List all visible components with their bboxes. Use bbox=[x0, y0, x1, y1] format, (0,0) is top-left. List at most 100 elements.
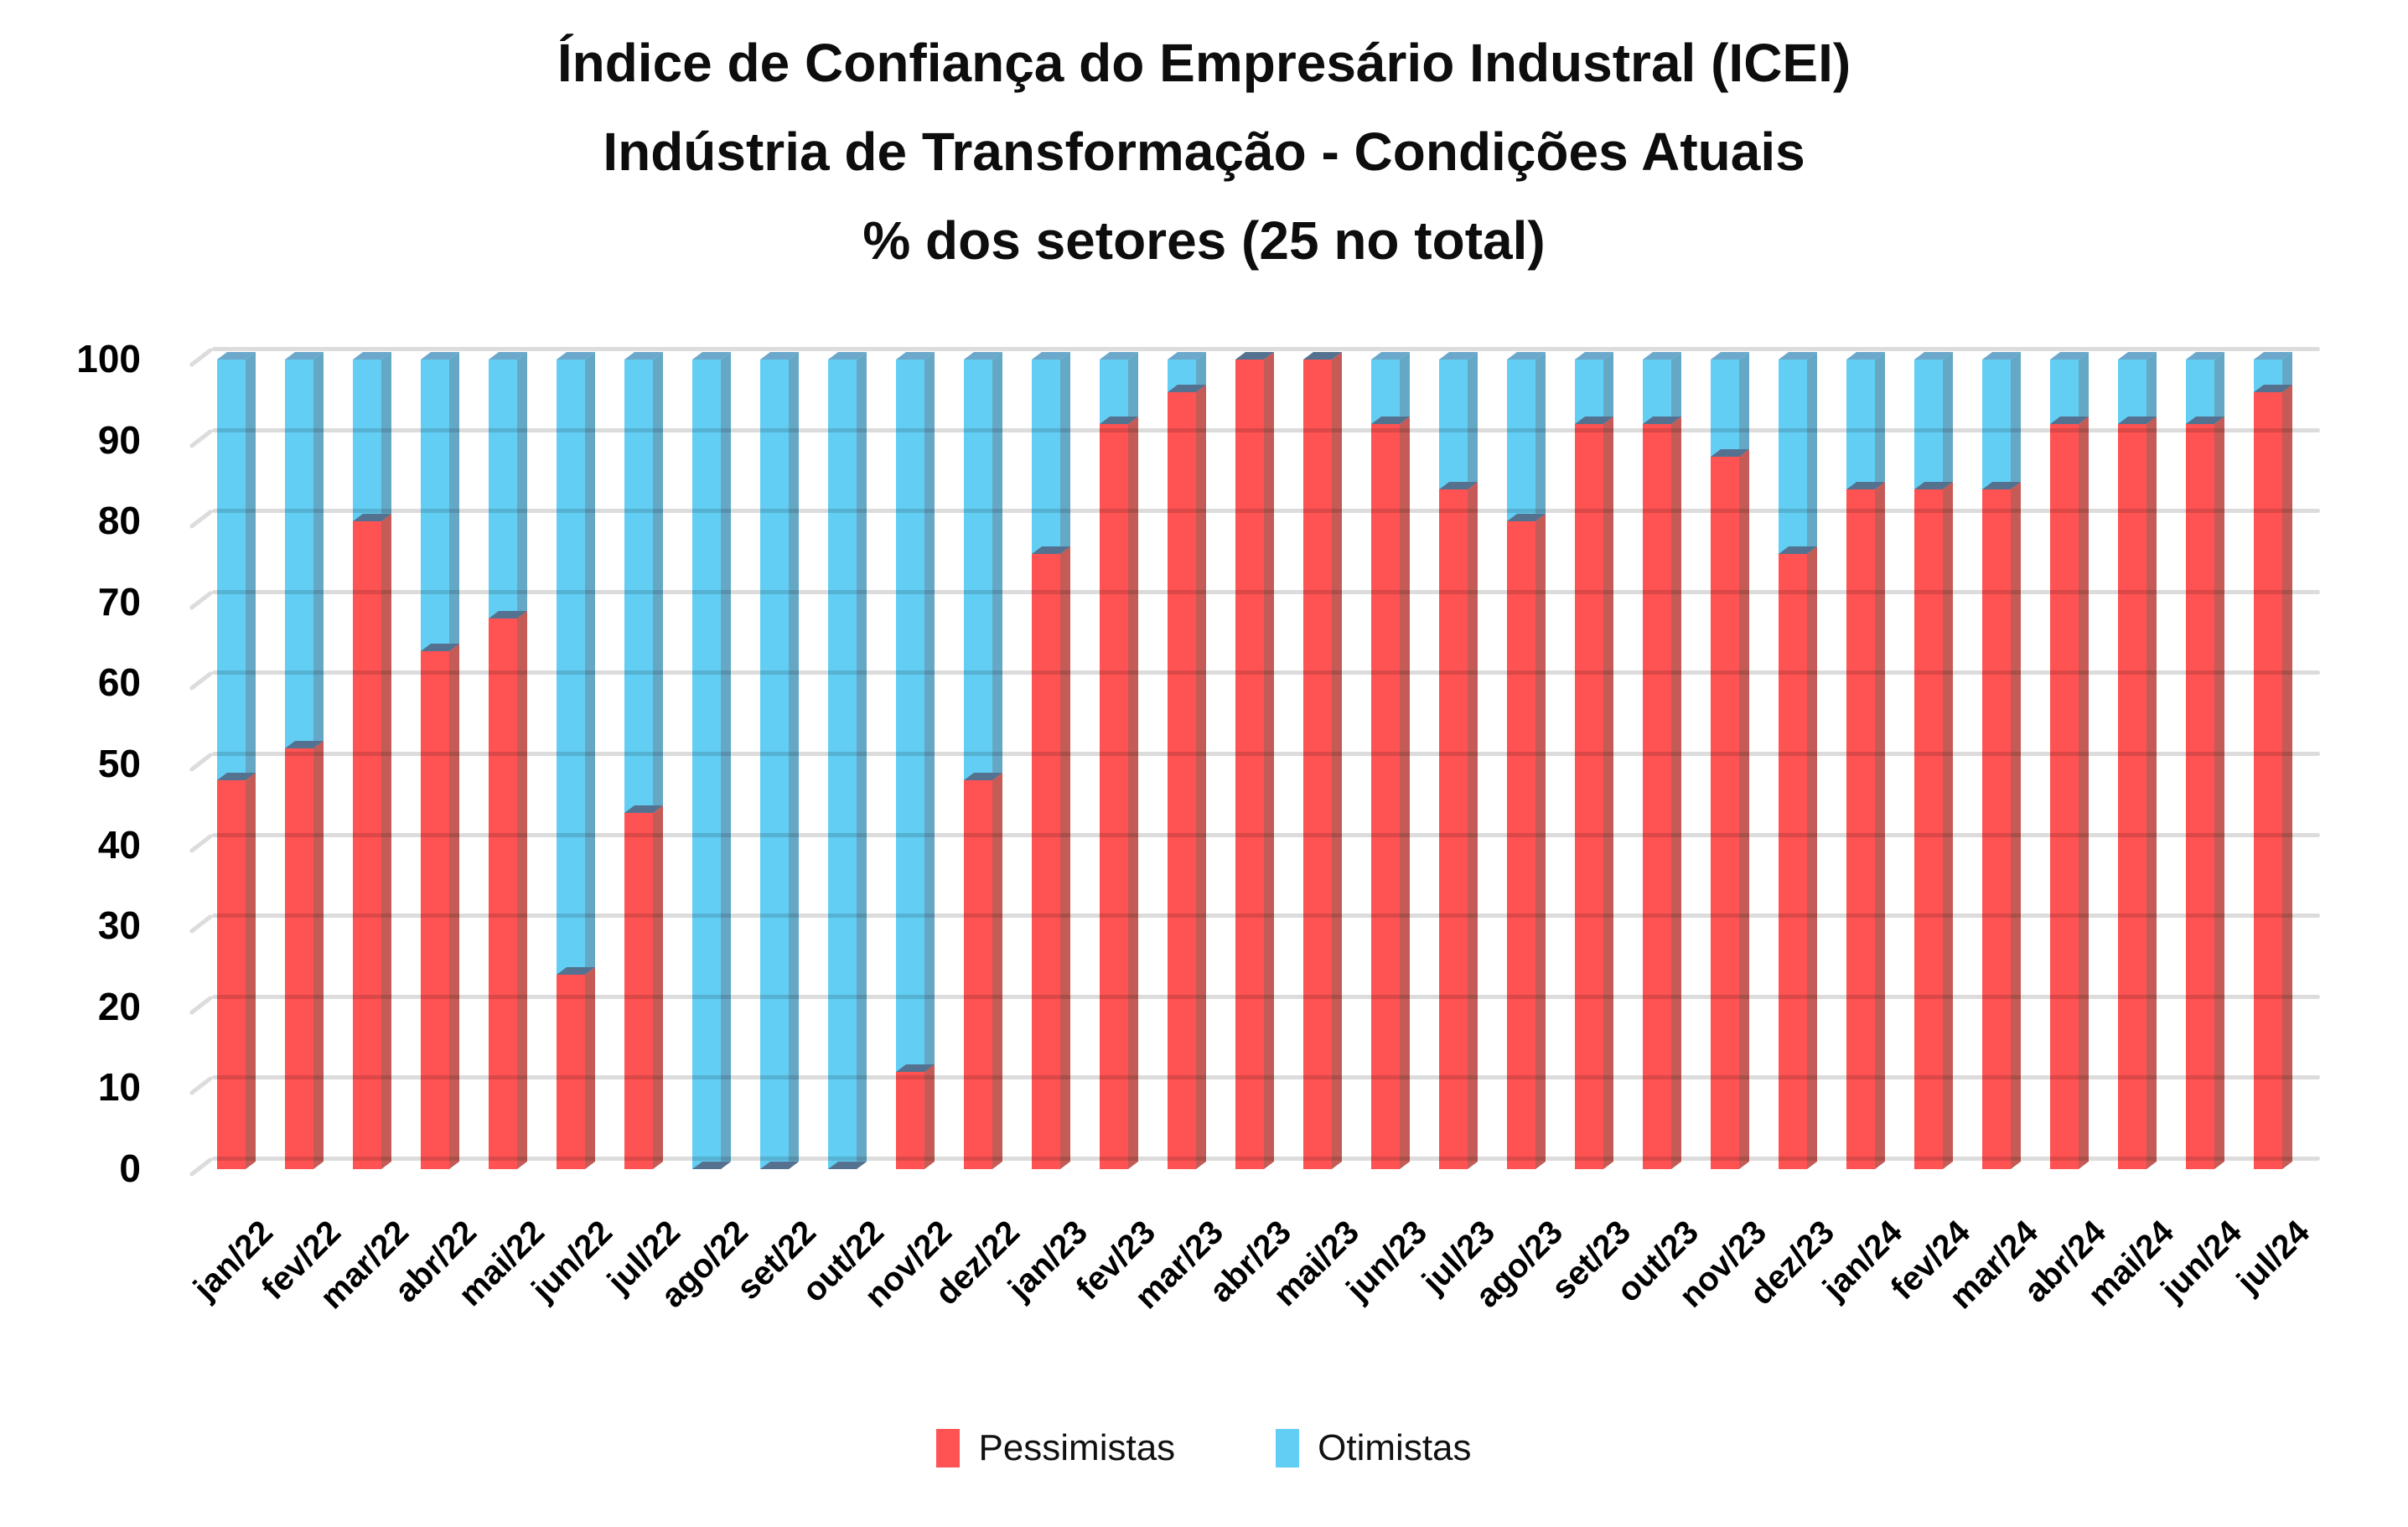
bar-pessimistas-side-mai/22 bbox=[517, 611, 527, 1169]
legend-label-otimistas: Otimistas bbox=[1318, 1427, 1472, 1468]
bar-pessimistas-nov/23 bbox=[1711, 456, 1739, 1169]
bar-otimistas-side-jan/23 bbox=[1060, 351, 1070, 554]
bar-otimistas-side-mar/22 bbox=[381, 351, 391, 522]
bar-pessimistas-side-fev/23 bbox=[1128, 417, 1138, 1169]
bar-pessimistas-side-nov/23 bbox=[1739, 448, 1749, 1169]
bar-pessimistas-jul/24 bbox=[2254, 391, 2282, 1169]
bar-pessimistas-side-mar/23 bbox=[1196, 384, 1206, 1169]
bar-otimistas-side-dez/23 bbox=[1807, 351, 1817, 554]
gridline-stub-100 bbox=[189, 347, 214, 368]
bar-otimistas-set/22 bbox=[760, 360, 789, 1169]
bar-pessimistas-side-jul/24 bbox=[2282, 384, 2292, 1169]
bar-otimistas-side-mai/24 bbox=[2146, 351, 2157, 425]
bar-otimistas-jul/22 bbox=[624, 360, 653, 813]
y-tick-label-90: 90 bbox=[97, 417, 141, 462]
y-tick-label-30: 30 bbox=[97, 903, 141, 948]
bar-otimistas-side-ago/23 bbox=[1535, 351, 1546, 522]
bar-otimistas-mar/24 bbox=[1982, 360, 2011, 489]
bar-otimistas-out/23 bbox=[1643, 360, 1671, 425]
pessimistas-swatch-icon bbox=[936, 1429, 961, 1467]
gridline-stub-80 bbox=[189, 509, 214, 530]
legend-item-otimistas: Otimistas bbox=[1276, 1423, 1472, 1473]
bar-pessimistas-side-jan/24 bbox=[1875, 481, 1885, 1169]
bar-pessimistas-side-jun/24 bbox=[2214, 417, 2224, 1169]
bar-pessimistas-jul/23 bbox=[1439, 489, 1468, 1169]
bar-pessimistas-side-jul/23 bbox=[1468, 481, 1478, 1169]
bar-otimistas-mar/22 bbox=[353, 360, 381, 522]
bar-pessimistas-dez/22 bbox=[964, 780, 992, 1169]
bar-pessimistas-mai/23 bbox=[1303, 360, 1332, 1169]
bar-otimistas-side-jan/22 bbox=[246, 351, 256, 781]
gridline-50 bbox=[212, 752, 2320, 756]
bar-otimistas-side-jun/23 bbox=[1400, 351, 1410, 425]
bar-pessimistas-side-jun/23 bbox=[1400, 417, 1410, 1169]
bar-otimistas-abr/24 bbox=[2050, 360, 2079, 425]
gridline-stub-30 bbox=[189, 914, 214, 934]
gridline-60 bbox=[212, 670, 2320, 676]
y-tick-label-100: 100 bbox=[76, 337, 141, 380]
bar-otimistas-fev/24 bbox=[1914, 360, 1943, 489]
y-tick-label-0: 0 bbox=[119, 1147, 141, 1190]
bar-otimistas-nov/23 bbox=[1711, 360, 1739, 457]
bar-pessimistas-abr/24 bbox=[2050, 424, 2079, 1169]
y-tick-label-80: 80 bbox=[97, 499, 141, 543]
bar-pessimistas-set/23 bbox=[1575, 424, 1603, 1169]
bar-otimistas-ago/22 bbox=[692, 360, 721, 1169]
gridline-stub-0 bbox=[189, 1157, 214, 1178]
bar-otimistas-mai/24 bbox=[2118, 360, 2146, 425]
gridline-40 bbox=[212, 832, 2320, 837]
bar-otimistas-fev/22 bbox=[285, 360, 313, 748]
gridline-0 bbox=[212, 1157, 2320, 1161]
bar-otimistas-nov/22 bbox=[896, 360, 924, 1073]
legend-item-pessimistas: Pessimistas bbox=[936, 1423, 1175, 1473]
gridline-stub-60 bbox=[189, 670, 214, 691]
bar-otimistas-side-jan/24 bbox=[1875, 351, 1885, 489]
bar-pessimistas-jun/24 bbox=[2186, 424, 2214, 1169]
bar-otimistas-side-fev/24 bbox=[1943, 351, 1953, 489]
bar-otimistas-jan/22 bbox=[217, 360, 246, 781]
bar-otimistas-side-jul/23 bbox=[1468, 351, 1478, 489]
bar-pessimistas-abr/23 bbox=[1235, 360, 1264, 1169]
bar-otimistas-ago/23 bbox=[1507, 360, 1535, 522]
bar-pessimistas-jan/24 bbox=[1846, 489, 1875, 1169]
gridline-stub-10 bbox=[189, 1075, 214, 1096]
bar-otimistas-side-out/23 bbox=[1671, 351, 1681, 425]
bar-otimistas-side-jun/24 bbox=[2214, 351, 2224, 425]
bar-otimistas-side-out/22 bbox=[857, 351, 867, 1169]
bar-pessimistas-jun/23 bbox=[1371, 424, 1400, 1169]
y-tick-label-10: 10 bbox=[97, 1065, 141, 1110]
chart-title-line2: Indústria de Transformação - Condições A… bbox=[603, 122, 1805, 182]
bar-pessimistas-side-ago/23 bbox=[1535, 514, 1546, 1169]
gridline-stub-90 bbox=[189, 428, 214, 449]
bar-pessimistas-mai/24 bbox=[2118, 424, 2146, 1169]
gridline-10 bbox=[212, 1075, 2320, 1080]
bar-pessimistas-abr/22 bbox=[421, 650, 449, 1169]
bar-pessimistas-dez/23 bbox=[1779, 553, 1807, 1169]
bar-otimistas-side-jul/22 bbox=[653, 351, 663, 813]
bar-otimistas-side-mai/22 bbox=[517, 351, 527, 619]
bar-pessimistas-mar/24 bbox=[1982, 489, 2011, 1169]
gridline-30 bbox=[212, 914, 2320, 919]
otimistas-swatch-icon bbox=[1276, 1429, 1300, 1467]
bar-pessimistas-mar/23 bbox=[1168, 391, 1196, 1169]
bar-pessimistas-ago/23 bbox=[1507, 521, 1535, 1169]
bar-pessimistas-jan/22 bbox=[217, 780, 246, 1169]
bar-otimistas-side-fev/22 bbox=[313, 351, 324, 748]
bar-otimistas-side-abr/24 bbox=[2079, 351, 2089, 425]
chart-title-line3: % dos setores (25 no total) bbox=[862, 210, 1546, 271]
bar-otimistas-side-dez/22 bbox=[992, 351, 1002, 781]
bar-pessimistas-side-nov/22 bbox=[924, 1064, 935, 1169]
bar-otimistas-jan/23 bbox=[1032, 360, 1060, 554]
chart-title-line1: Índice de Confiança do Empresário Indust… bbox=[557, 33, 1851, 93]
bar-pessimistas-jul/22 bbox=[624, 812, 653, 1169]
gridline-20 bbox=[212, 994, 2320, 999]
bar-pessimistas-side-out/23 bbox=[1671, 417, 1681, 1169]
bar-otimistas-jun/24 bbox=[2186, 360, 2214, 425]
chart-title: Índice de Confiança do Empresário Indust… bbox=[0, 18, 2408, 285]
bar-otimistas-abr/22 bbox=[421, 360, 449, 651]
bar-otimistas-side-nov/23 bbox=[1739, 351, 1749, 457]
bar-pessimistas-fev/24 bbox=[1914, 489, 1943, 1169]
bar-otimistas-side-set/22 bbox=[789, 351, 799, 1169]
bar-otimistas-jan/24 bbox=[1846, 360, 1875, 489]
